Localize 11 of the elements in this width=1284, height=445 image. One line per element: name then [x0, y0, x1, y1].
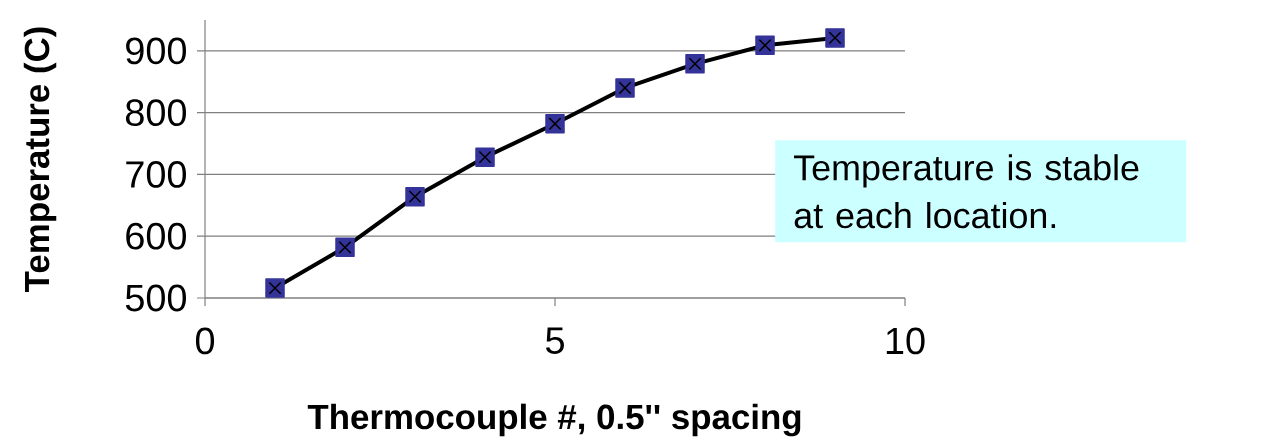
- x-axis-title: Thermocouple #, 0.5'' spacing: [307, 403, 801, 437]
- x-tick-label: 5: [546, 327, 564, 354]
- x-tick-label: 10: [886, 327, 925, 355]
- annotation: Temperature is stable at each location.: [794, 154, 1139, 229]
- y-tick-label: 800: [125, 99, 186, 127]
- y-tick-label: 900: [126, 37, 186, 65]
- y-tick-label: 700: [126, 161, 186, 188]
- x-tick-label: 0: [195, 327, 215, 355]
- y-tick-label: 500: [125, 284, 186, 312]
- y-tick-label: 600: [126, 222, 186, 250]
- y-axis-title: Temperature (C): [23, 27, 57, 292]
